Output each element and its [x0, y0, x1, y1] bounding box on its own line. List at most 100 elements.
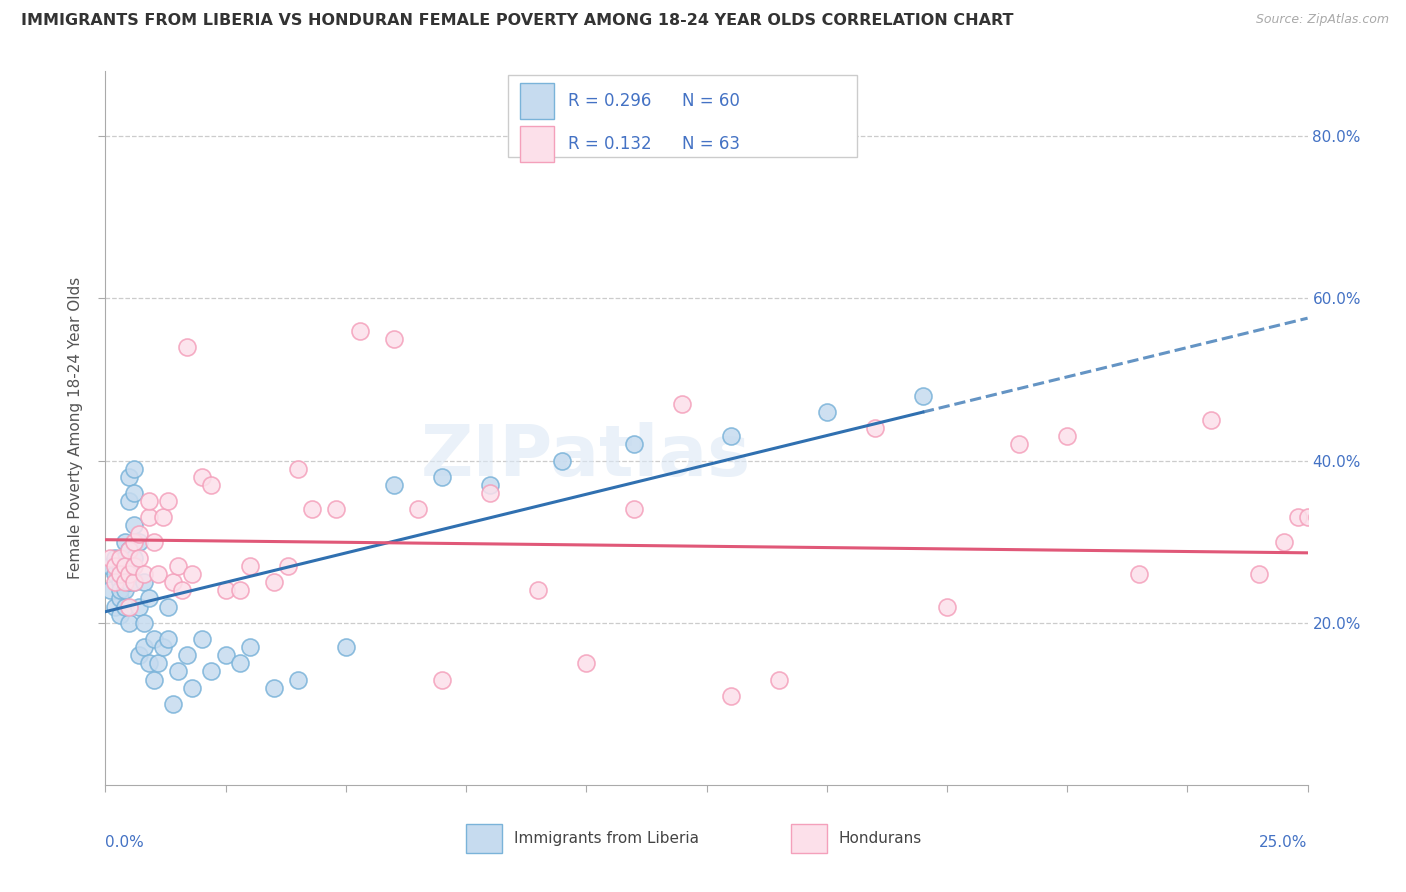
Point: [287, 673, 309, 687]
Point: [98, 559, 121, 574]
Point: [181, 567, 204, 582]
Point: [98, 550, 121, 565]
Point: [166, 559, 188, 574]
Point: [1056, 429, 1078, 443]
Point: [138, 657, 160, 671]
FancyBboxPatch shape: [508, 75, 856, 157]
Point: [104, 575, 127, 590]
Point: [118, 567, 141, 582]
Point: [430, 673, 453, 687]
Point: [214, 583, 236, 598]
Point: [1354, 559, 1376, 574]
Point: [152, 510, 174, 524]
Point: [551, 453, 574, 467]
Point: [623, 502, 645, 516]
Point: [1384, 657, 1406, 671]
Point: [176, 648, 198, 663]
Point: [720, 429, 742, 443]
Point: [1296, 510, 1319, 524]
Point: [124, 518, 146, 533]
Point: [325, 502, 347, 516]
Point: [382, 332, 405, 346]
Point: [124, 575, 146, 590]
Point: [114, 534, 136, 549]
Point: [263, 575, 285, 590]
Point: [132, 575, 155, 590]
Point: [104, 567, 127, 582]
Point: [479, 486, 502, 500]
Point: [406, 502, 429, 516]
Point: [623, 437, 645, 451]
Text: 0.0%: 0.0%: [105, 835, 145, 850]
Point: [239, 640, 262, 654]
Point: [114, 599, 136, 614]
Text: ZIPatlas: ZIPatlas: [422, 422, 751, 491]
Point: [148, 657, 170, 671]
Text: N = 63: N = 63: [682, 136, 741, 153]
Point: [156, 494, 179, 508]
Point: [190, 632, 212, 646]
Bar: [520, 84, 554, 120]
Text: N = 60: N = 60: [682, 93, 741, 111]
Point: [118, 542, 141, 557]
Point: [815, 405, 838, 419]
Point: [142, 534, 165, 549]
Point: [190, 470, 212, 484]
Point: [142, 632, 165, 646]
Point: [229, 657, 252, 671]
Point: [527, 583, 550, 598]
Point: [162, 575, 184, 590]
Text: Immigrants from Liberia: Immigrants from Liberia: [515, 831, 699, 846]
Point: [114, 575, 136, 590]
Point: [936, 599, 959, 614]
Point: [156, 599, 179, 614]
Point: [124, 559, 146, 574]
Point: [118, 494, 141, 508]
Bar: [465, 824, 502, 853]
Text: IMMIGRANTS FROM LIBERIA VS HONDURAN FEMALE POVERTY AMONG 18-24 YEAR OLDS CORRELA: IMMIGRANTS FROM LIBERIA VS HONDURAN FEMA…: [21, 13, 1014, 29]
Point: [349, 324, 371, 338]
Point: [1008, 437, 1031, 451]
Point: [1320, 657, 1343, 671]
Point: [118, 542, 141, 557]
Point: [229, 583, 252, 598]
Point: [1128, 567, 1150, 582]
Point: [138, 591, 160, 606]
Point: [104, 559, 127, 574]
Point: [138, 510, 160, 524]
Point: [200, 665, 222, 679]
Point: [138, 494, 160, 508]
Point: [114, 583, 136, 598]
Point: [124, 461, 146, 475]
Point: [162, 697, 184, 711]
Point: [124, 534, 146, 549]
Point: [148, 567, 170, 582]
Point: [114, 559, 136, 574]
Point: [108, 583, 131, 598]
Point: [287, 461, 309, 475]
Point: [1306, 510, 1329, 524]
Point: [479, 478, 502, 492]
Point: [1286, 510, 1309, 524]
Point: [1249, 567, 1271, 582]
Point: [118, 559, 141, 574]
Point: [430, 470, 453, 484]
Bar: [520, 127, 554, 162]
Text: R = 0.296: R = 0.296: [568, 93, 651, 111]
Text: 25.0%: 25.0%: [1260, 835, 1308, 850]
Point: [114, 567, 136, 582]
Point: [132, 640, 155, 654]
Point: [181, 681, 204, 695]
Point: [671, 397, 693, 411]
Point: [301, 502, 323, 516]
Point: [108, 607, 131, 622]
Point: [768, 673, 790, 687]
Point: [152, 640, 174, 654]
Point: [118, 599, 141, 614]
Point: [124, 550, 146, 565]
Point: [263, 681, 285, 695]
Point: [176, 340, 198, 354]
Point: [156, 632, 179, 646]
Point: [382, 478, 405, 492]
Point: [166, 665, 188, 679]
